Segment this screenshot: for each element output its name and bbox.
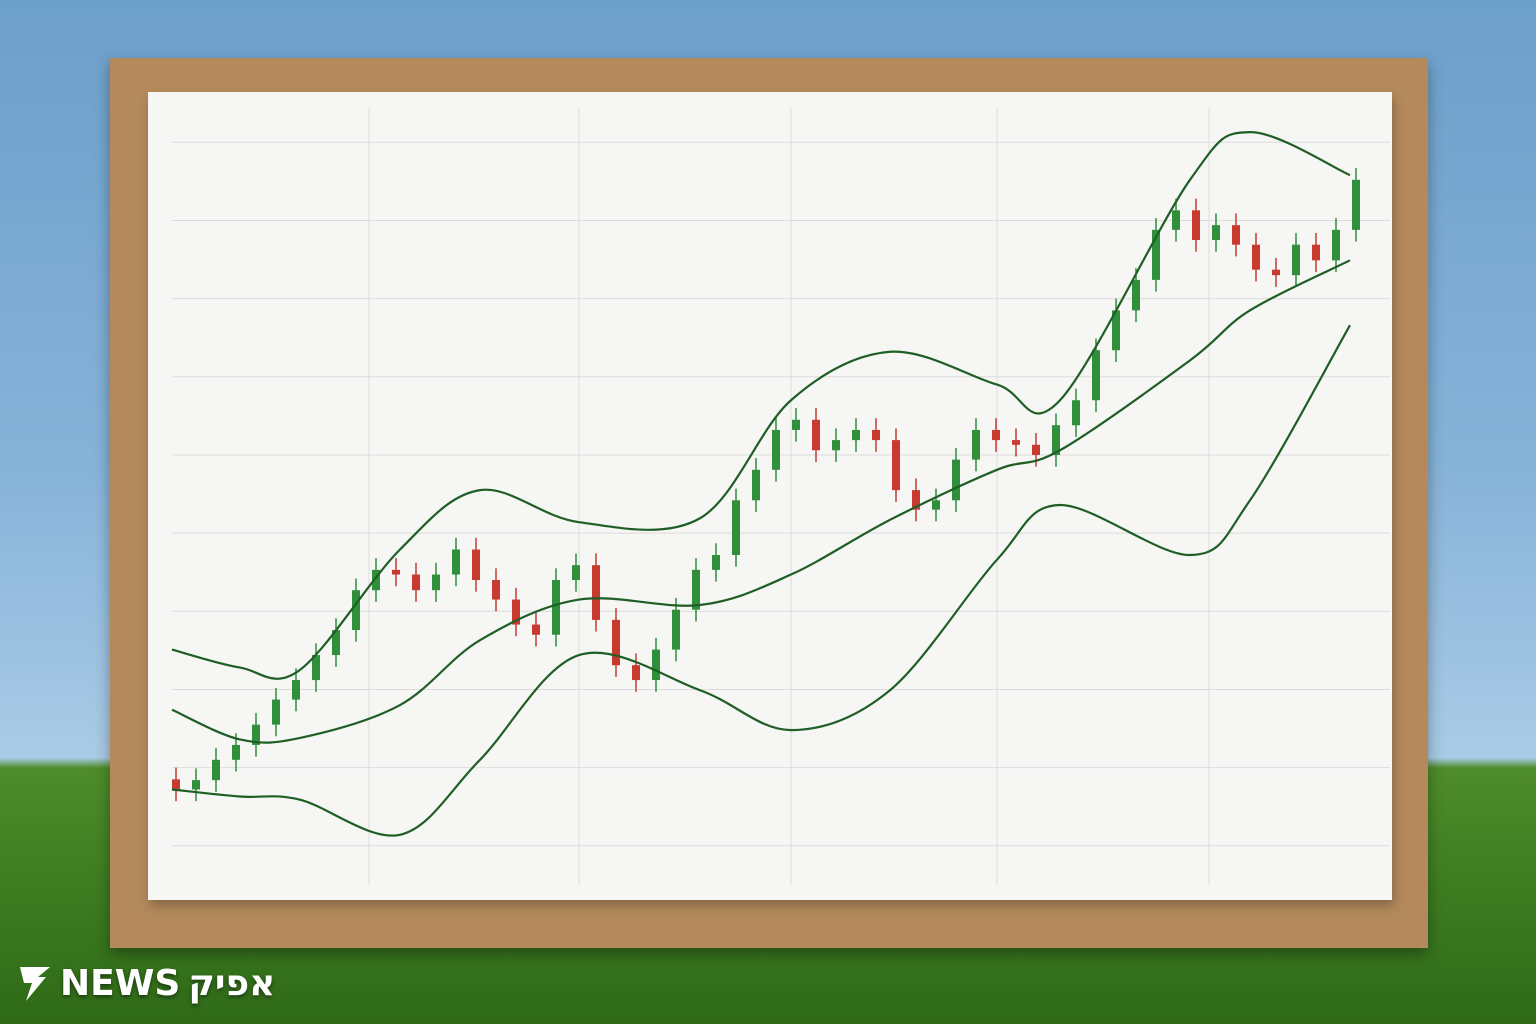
candle-body	[932, 500, 940, 510]
candle-body	[892, 440, 900, 491]
candle-body	[1012, 440, 1020, 445]
paper	[148, 92, 1392, 900]
candle-body	[572, 565, 580, 581]
candle-body	[1332, 229, 1340, 261]
candle-body	[1192, 210, 1200, 241]
candle-body	[1132, 279, 1140, 311]
candle-body	[1232, 225, 1240, 245]
band-line	[171, 131, 1351, 680]
logo-icon	[20, 967, 50, 1001]
candle-body	[512, 599, 520, 625]
candle-body	[752, 469, 760, 501]
candle-body	[1212, 225, 1220, 241]
candle-body	[672, 609, 680, 650]
candle-body	[472, 549, 480, 581]
band-line	[171, 259, 1351, 744]
candle-body	[812, 419, 820, 451]
logo-latin: NEWS	[60, 962, 181, 1004]
candle-body	[432, 574, 440, 591]
candle-body	[952, 459, 960, 501]
band-line	[171, 324, 1351, 837]
candle-body	[532, 624, 540, 635]
candle-body	[652, 649, 660, 681]
logo: NEWS אפיק	[18, 958, 275, 1008]
candle-body	[972, 429, 980, 460]
candle-body	[492, 580, 500, 600]
candle-body	[1252, 244, 1260, 270]
candle-body	[352, 590, 360, 631]
candle-body	[372, 569, 380, 591]
candle-body	[792, 419, 800, 430]
candle-body	[232, 744, 240, 760]
candle-body	[452, 549, 460, 575]
candle-body	[872, 429, 880, 441]
candle-body	[712, 555, 720, 570]
candle-body	[1352, 179, 1360, 230]
candle-body	[292, 680, 300, 700]
candle-body	[632, 665, 640, 681]
candle-body	[832, 440, 840, 451]
candle-body	[412, 574, 420, 591]
candle-body	[192, 780, 200, 790]
candle-body	[172, 779, 180, 790]
candle-body	[1152, 229, 1160, 280]
candle-body	[552, 580, 560, 635]
candle-body	[1032, 444, 1040, 455]
candle-body	[1172, 210, 1180, 230]
candle-body	[1112, 310, 1120, 351]
candle-body	[912, 490, 920, 510]
candle-body	[1072, 400, 1080, 426]
candle-body	[272, 699, 280, 725]
candle-body	[692, 569, 700, 610]
candle-body	[592, 565, 600, 620]
candle-body	[1292, 244, 1300, 276]
candle-body	[612, 619, 620, 666]
candle-body	[772, 429, 780, 470]
candle-body	[212, 759, 220, 781]
candle-body	[992, 429, 1000, 441]
candle-body	[392, 569, 400, 575]
candle-body	[332, 630, 340, 656]
logo-hebrew: אפיק	[188, 962, 276, 1004]
candle-body	[252, 724, 260, 745]
candle-body	[852, 429, 860, 441]
candle-body	[1092, 350, 1100, 401]
candle-body	[1312, 244, 1320, 261]
candle-body	[1272, 269, 1280, 276]
candle-body	[732, 500, 740, 556]
candle-body	[312, 655, 320, 681]
candle-body	[1052, 425, 1060, 455]
